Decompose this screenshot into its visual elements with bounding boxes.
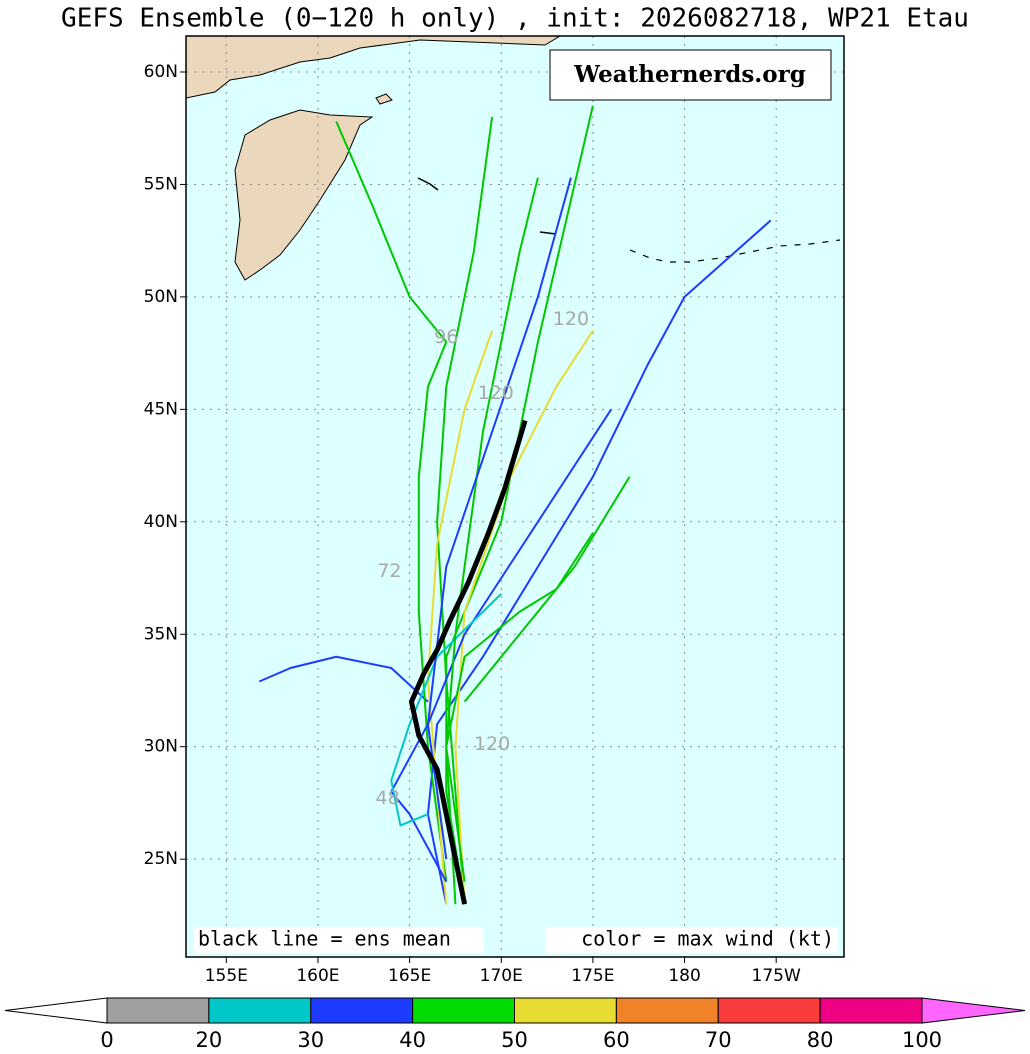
- member-track: [436, 116, 494, 905]
- colorbar-label: 100: [902, 1028, 942, 1052]
- x-tick-label: 175W: [752, 966, 801, 986]
- tracks: 96 120 120 72 120 48: [258, 105, 772, 905]
- member-track: [390, 593, 502, 827]
- logo-box: [549, 49, 832, 101]
- colorbar-label: 30: [297, 1028, 324, 1052]
- y-tick-label: 30N: [144, 737, 178, 757]
- colorbar-segment: [819, 997, 923, 1024]
- colorbar-segment: [514, 997, 617, 1024]
- colorbar-label: 60: [603, 1028, 630, 1052]
- colorbar-segment: [412, 997, 515, 1024]
- aleutians: [629, 239, 841, 263]
- colorbar-segment: [615, 997, 719, 1024]
- colorbar-label: 50: [501, 1028, 528, 1052]
- kamchatka: [234, 109, 374, 281]
- member-track: [426, 219, 772, 905]
- member-track: [445, 532, 594, 905]
- member-track: [426, 330, 494, 905]
- note-right: color = max wind (kt): [581, 927, 834, 951]
- y-tick-label: 40N: [144, 512, 178, 532]
- colorbar-label: 40: [399, 1028, 426, 1052]
- y-tick-label: 50N: [144, 287, 178, 307]
- colorbar-label: 0: [100, 1028, 113, 1052]
- hour-label: 96: [434, 326, 458, 348]
- member-track: [445, 105, 594, 905]
- x-tick-label: 160E: [296, 966, 339, 986]
- grid: [180, 36, 844, 963]
- land: [186, 36, 841, 281]
- island: [375, 93, 393, 105]
- hour-label: 120: [474, 733, 510, 755]
- x-tick-label: 170E: [480, 966, 523, 986]
- member-track: [335, 121, 448, 882]
- colorbar: 0 20 30 40 50 60 70 80 100: [4, 997, 1026, 1052]
- colorbar-under: [4, 997, 108, 1024]
- note-left: black line = ens mean: [198, 927, 451, 951]
- logo: Weathernerds.org: [573, 61, 806, 88]
- y-tick-label: 35N: [144, 624, 178, 644]
- y-tick-label: 25N: [144, 849, 178, 869]
- y-tick-label: 45N: [144, 399, 178, 419]
- island: [417, 177, 439, 191]
- member-track: [258, 655, 429, 703]
- frame: [185, 35, 845, 958]
- title: GEFS Ensemble (0−120 h only) , init: 202…: [61, 4, 969, 34]
- y-tick-label: 55N: [144, 174, 178, 194]
- mainland: [186, 36, 561, 99]
- hour-label: 72: [377, 560, 401, 582]
- colorbar-over: [921, 997, 1026, 1024]
- hour-label: 48: [376, 787, 400, 809]
- colorbar-segment: [717, 997, 821, 1024]
- member-track: [454, 330, 594, 905]
- x-tick-label: 180: [668, 966, 700, 986]
- x-tick-label: 155E: [205, 966, 248, 986]
- colorbar-label: 70: [705, 1028, 732, 1052]
- y-tick-label: 60N: [144, 62, 178, 82]
- note-box: [194, 927, 484, 953]
- x-tick-label: 175E: [571, 966, 614, 986]
- hour-label: 120: [553, 308, 589, 330]
- island: [539, 231, 557, 235]
- member-track: [463, 476, 631, 703]
- member-track: [426, 177, 572, 860]
- colorbar-segment: [310, 997, 414, 1024]
- colorbar-label: 80: [807, 1028, 834, 1052]
- ensemble-mean: [408, 419, 528, 905]
- colorbar-label: 20: [196, 1028, 223, 1052]
- member-track: [445, 177, 539, 882]
- colorbar-segment: [208, 997, 312, 1024]
- hour-label: 120: [478, 382, 514, 404]
- note-box: [546, 927, 838, 953]
- x-tick-label: 165E: [388, 966, 431, 986]
- colorbar-segment: [106, 997, 210, 1024]
